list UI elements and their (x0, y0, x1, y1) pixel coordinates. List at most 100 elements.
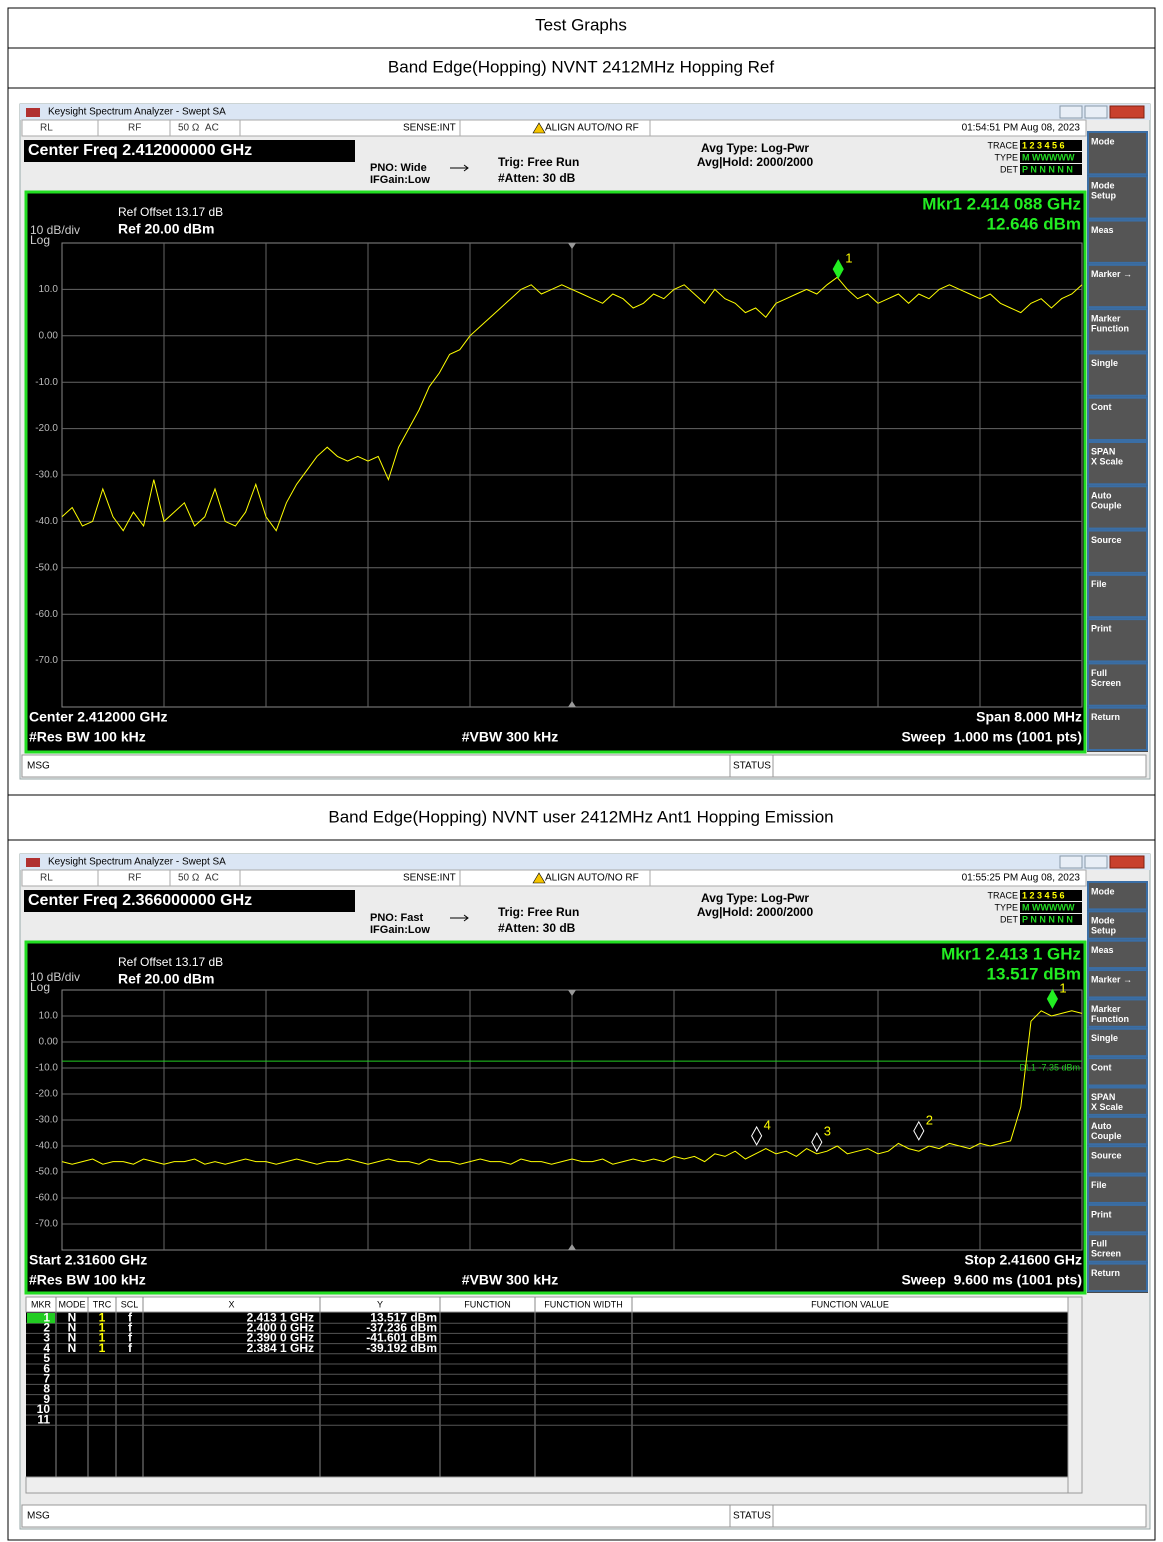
pno: PNO: Wide (370, 162, 427, 174)
softkey-label: Function (1091, 324, 1129, 334)
table-header-cell: SCL (121, 1299, 139, 1309)
message-bar (21, 754, 1147, 778)
table-header-cell: FUNCTION VALUE (811, 1299, 889, 1309)
graph-caption: Band Edge(Hopping) NVNT user 2412MHz Ant… (328, 807, 833, 826)
table-cell: 1 (99, 1341, 106, 1355)
marker-readout: Mkr1 2.414 088 GHz (922, 194, 1081, 213)
y-tick-label: -60.0 (35, 609, 58, 620)
softkey-label: SPAN (1091, 446, 1115, 456)
table-header-cell: FUNCTION WIDTH (544, 1299, 623, 1309)
status-item: RL (40, 873, 53, 884)
y-tick-label: 0.00 (39, 1037, 59, 1048)
trace-info-label: TRACE (987, 890, 1018, 900)
row-highlight (27, 1313, 55, 1324)
softkey (1087, 441, 1148, 486)
table-cell: 6 (43, 1361, 50, 1375)
softkey-label: Couple (1091, 501, 1122, 511)
message-bar (21, 1504, 1147, 1528)
trace-info-bg (1020, 914, 1082, 925)
table-cell: -37.236 dBm (366, 1320, 437, 1334)
softkey (1087, 308, 1148, 353)
status-label: STATUS (733, 1511, 771, 1522)
softkey-label: Meas (1091, 945, 1114, 955)
marker (832, 259, 844, 280)
status-item: RF (128, 873, 141, 884)
softkey (1087, 1262, 1148, 1292)
y-tick-label: -20.0 (35, 423, 58, 434)
x-end-label: Stop 2.41600 GHz (965, 1252, 1083, 1268)
ref-offset: Ref Offset 13.17 dB (118, 955, 223, 969)
trace-info-label: TRACE (987, 140, 1018, 150)
status-item: RF (128, 123, 141, 134)
softkey-label: Mode (1091, 136, 1115, 146)
softkey (1087, 485, 1148, 530)
x-end-label: Span 8.000 MHz (976, 709, 1082, 725)
window-button (1059, 105, 1083, 119)
marker-readout: 12.646 dBm (987, 214, 1082, 233)
softkey (1087, 969, 1148, 999)
x-start-label: Start 2.31600 GHz (29, 1252, 147, 1268)
y-tick-label: -60.0 (35, 1193, 58, 1204)
h-scrollbar (25, 1476, 1069, 1494)
status-label: STATUS (733, 761, 771, 772)
sweep-label: Sweep 1.000 ms (1001 pts) (901, 729, 1082, 745)
ref-level: Ref 20.00 dBm (118, 221, 214, 237)
softkey-label: Screen (1091, 678, 1121, 688)
marker-label: 4 (764, 1117, 771, 1132)
softkey-label: Full (1091, 1239, 1107, 1249)
table-cell: 10 (37, 1402, 51, 1416)
softkey-label: Auto (1091, 1121, 1112, 1131)
report-title: Test Graphs (535, 15, 627, 34)
marker (811, 1132, 823, 1153)
status-item: SENSE:INT (403, 123, 456, 134)
table-cell: 5 (43, 1351, 50, 1365)
table-cell: f (128, 1310, 133, 1324)
atten: #Atten: 30 dB (498, 171, 576, 185)
window-button (1084, 855, 1108, 869)
table-cell: 2.390 0 GHz (247, 1331, 314, 1345)
softkey (1087, 1145, 1148, 1175)
trace-info-value: 1 2 3 4 5 6 (1022, 140, 1065, 150)
table-cell: -39.192 dBm (366, 1341, 437, 1355)
table-cell: 2.384 1 GHz (247, 1341, 314, 1355)
status-item: SENSE:INT (403, 873, 456, 884)
table-header-cell: MKR (31, 1299, 52, 1309)
title-bar (20, 854, 1150, 870)
avg-type: Avg Type: Log-Pwr (701, 141, 809, 155)
trace-info-bg (1020, 140, 1082, 151)
scale: 10 dB/div (30, 223, 80, 237)
app-icon (26, 858, 40, 867)
center-freq: Center Freq 2.412000000 GHz (28, 142, 252, 159)
softkey (1087, 1174, 1148, 1204)
softkey-label: Print (1091, 624, 1112, 634)
y-tick-label: -50.0 (35, 562, 58, 573)
trace-info-bg (1020, 902, 1082, 913)
window-title: Keysight Spectrum Analyzer - Swept SA (48, 857, 226, 868)
close-button (1109, 105, 1145, 119)
display (24, 190, 1087, 754)
y-tick-label: -20.0 (35, 1089, 58, 1100)
softkey (1087, 131, 1148, 176)
softkey-label: Meas (1091, 225, 1114, 235)
softkey (1087, 1115, 1148, 1146)
y-tick-label: 10.0 (39, 284, 59, 295)
window-title: Keysight Spectrum Analyzer - Swept SA (48, 107, 226, 118)
marker-readout: Mkr1 2.413 1 GHz (941, 944, 1081, 963)
softkey (1087, 706, 1148, 752)
marker (913, 1120, 925, 1141)
window-button (1059, 855, 1083, 869)
log-label: Log (30, 233, 50, 247)
softkey (1087, 529, 1148, 574)
softkey-label: Marker (1091, 314, 1121, 324)
softkey-label: Return (1091, 1268, 1120, 1278)
softkey (1087, 352, 1148, 397)
table-cell: f (128, 1331, 133, 1345)
y-tick-label: -50.0 (35, 1167, 58, 1178)
softkey-label: Screen (1091, 1249, 1121, 1259)
title-bar (20, 104, 1150, 120)
table-header-cell: FUNCTION (464, 1299, 511, 1309)
table-cell: 1 (43, 1310, 50, 1324)
table-cell: 3 (43, 1331, 50, 1345)
softkey (1087, 1086, 1148, 1116)
table-header-cell: X (228, 1299, 234, 1309)
